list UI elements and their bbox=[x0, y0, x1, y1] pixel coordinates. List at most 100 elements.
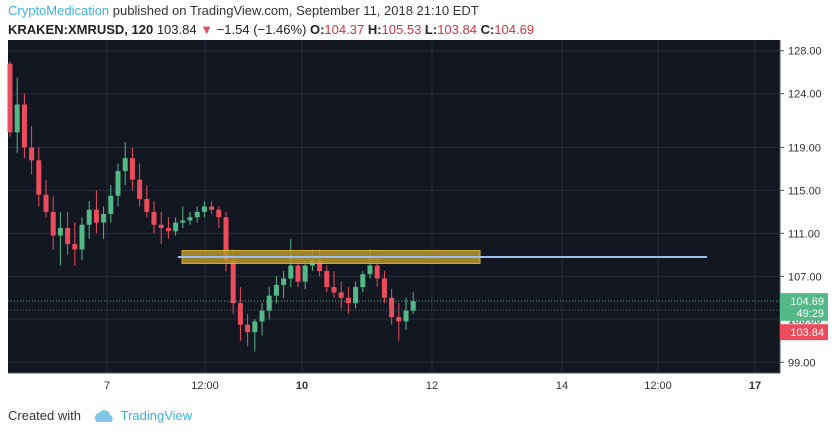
x-axis-labels: 7 12:00 10 12 14 12:00 17 bbox=[104, 380, 761, 392]
candle-body bbox=[410, 301, 416, 311]
x-tick-label: 12:00 bbox=[644, 380, 672, 392]
x-tick-label: 7 bbox=[104, 380, 110, 392]
x-tick-label: 17 bbox=[749, 380, 761, 392]
candles bbox=[7, 61, 416, 352]
candle-body bbox=[288, 265, 294, 279]
candle-body bbox=[338, 292, 344, 298]
y-tick-label: 128.00 bbox=[788, 46, 822, 58]
candle-body bbox=[324, 270, 330, 288]
high-value: 105.53 bbox=[381, 22, 422, 37]
candle-body bbox=[345, 297, 351, 304]
y-tick-label: 115.00 bbox=[788, 185, 821, 197]
close-value: 104.69 bbox=[494, 22, 535, 37]
x-tick-label: 14 bbox=[556, 380, 568, 392]
candle-body bbox=[396, 317, 402, 322]
close-label: C: bbox=[480, 22, 495, 37]
last-price: 103.84 bbox=[156, 22, 197, 37]
low-value: 103.84 bbox=[437, 22, 477, 37]
tradingview-cloud-icon bbox=[94, 409, 113, 422]
candle-body bbox=[129, 158, 135, 180]
candle-body bbox=[101, 214, 107, 223]
candle-body bbox=[331, 287, 337, 293]
candle-body bbox=[21, 104, 27, 148]
candle-body bbox=[317, 260, 323, 271]
candle-body bbox=[165, 227, 171, 232]
candle-body bbox=[252, 321, 258, 333]
y-tick-label: 99.00 bbox=[788, 357, 816, 369]
open-label: O: bbox=[309, 22, 325, 37]
candle-body bbox=[201, 206, 207, 212]
open-value: 104.37 bbox=[324, 22, 365, 37]
author-link[interactable]: CryptoMedication bbox=[8, 3, 110, 18]
candle-body bbox=[122, 158, 128, 172]
candle-body bbox=[209, 206, 215, 210]
grid bbox=[8, 40, 780, 373]
published-text: published on TradingView.com, September … bbox=[112, 3, 479, 18]
candle-body bbox=[144, 198, 150, 212]
candle-body bbox=[259, 310, 265, 322]
footer: Created with TradingView bbox=[8, 408, 192, 424]
y-tick-label: 111.00 bbox=[788, 228, 820, 240]
candle-body bbox=[389, 297, 395, 318]
price-chart[interactable]: 128.00 124.00 119.00 115.00 111.00 107.00 103.… bbox=[0, 40, 832, 394]
publish-info: CryptoMedication published on TradingVie… bbox=[8, 3, 479, 18]
candle-body bbox=[151, 211, 157, 225]
price-tag-label: 103.84 bbox=[790, 327, 824, 339]
candle-body bbox=[50, 211, 56, 236]
high-label: H: bbox=[367, 22, 382, 37]
price-tag bbox=[780, 304, 828, 321]
candle-body bbox=[14, 104, 20, 133]
price-tag bbox=[780, 324, 828, 341]
candle-body bbox=[93, 209, 99, 223]
price-change: −1.54 (−1.46%) bbox=[216, 22, 307, 37]
candle-body bbox=[381, 278, 387, 298]
candle-body bbox=[237, 303, 243, 325]
candle-body bbox=[295, 265, 301, 282]
x-tick-label: 10 bbox=[296, 380, 308, 392]
y-tick-label: 107.00 bbox=[788, 271, 822, 283]
candle-body bbox=[353, 287, 359, 304]
candle-body bbox=[216, 209, 222, 218]
candle-body bbox=[7, 63, 13, 133]
price-tag-label: 49:29 bbox=[796, 308, 824, 320]
tradingview-brand-link[interactable]: TradingView bbox=[120, 408, 193, 423]
candle-body bbox=[72, 244, 78, 250]
candle-body bbox=[266, 295, 272, 311]
plot-background bbox=[8, 40, 780, 373]
created-with-text: Created with bbox=[8, 408, 81, 423]
candle-body bbox=[180, 220, 186, 223]
drawings[interactable] bbox=[8, 250, 780, 311]
candle-body bbox=[230, 260, 236, 304]
candle-body bbox=[223, 217, 229, 261]
candle-body bbox=[43, 194, 49, 212]
candle-body bbox=[57, 227, 63, 236]
symbol-label: KRAKEN:XMRUSD, 120 bbox=[8, 22, 154, 37]
down-arrow-icon: ▼ bbox=[200, 22, 214, 37]
candle-body bbox=[173, 222, 179, 232]
candle-body bbox=[367, 265, 373, 275]
y-axis-labels: 128.00 124.00 119.00 115.00 111.00 107.00 103.… bbox=[780, 46, 822, 369]
candle-body bbox=[360, 274, 366, 288]
candle-body bbox=[86, 209, 92, 225]
candle-body bbox=[158, 224, 164, 228]
x-tick-label: 12:00 bbox=[191, 380, 219, 392]
candle-body bbox=[187, 217, 193, 221]
ohlc-legend: KRAKEN:XMRUSD, 120 103.84 ▼ −1.54 (−1.46… bbox=[8, 22, 534, 37]
candle-body bbox=[36, 160, 42, 195]
candle-body bbox=[245, 324, 251, 333]
x-tick-label: 12 bbox=[426, 380, 438, 392]
candle-body bbox=[65, 227, 71, 245]
candle-body bbox=[403, 310, 409, 322]
candle-body bbox=[108, 195, 114, 215]
candle-body bbox=[79, 224, 85, 250]
candle-body bbox=[194, 211, 200, 218]
y-tick-label: 124.00 bbox=[788, 89, 822, 101]
candle-body bbox=[302, 265, 308, 282]
candle-body bbox=[115, 171, 121, 196]
candle-body bbox=[374, 265, 380, 279]
candle-body bbox=[29, 147, 35, 161]
candle-body bbox=[273, 284, 279, 296]
y-tick-label: 119.00 bbox=[788, 142, 821, 154]
candle-body bbox=[137, 179, 143, 199]
